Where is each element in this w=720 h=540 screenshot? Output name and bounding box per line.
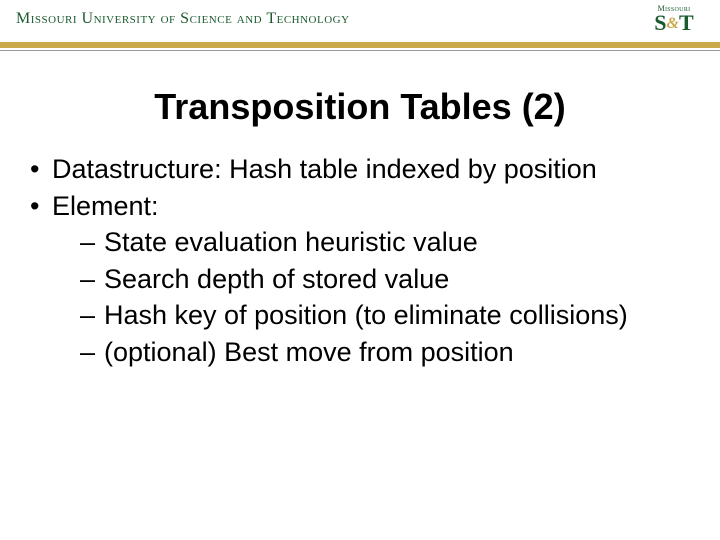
- bullet-item: Element: State evaluation heuristic valu…: [26, 189, 694, 370]
- sub-bullet-item: State evaluation heuristic value: [52, 225, 694, 260]
- logo-ampersand: &: [667, 17, 679, 31]
- sub-bullet-text: Hash key of position (to eliminate colli…: [104, 300, 628, 330]
- bullet-text: Element:: [52, 191, 159, 221]
- slide-title: Transposition Tables (2): [0, 86, 720, 128]
- university-logo: Missouri S&T: [642, 4, 706, 33]
- sub-bullet-list: State evaluation heuristic value Search …: [52, 225, 694, 369]
- sub-bullet-item: (optional) Best move from position: [52, 335, 694, 370]
- slide-body: Datastructure: Hash table indexed by pos…: [0, 152, 720, 369]
- university-name: Missouri University of Science and Techn…: [16, 10, 350, 28]
- sub-bullet-item: Hash key of position (to eliminate colli…: [52, 298, 694, 333]
- bullet-list: Datastructure: Hash table indexed by pos…: [26, 152, 694, 369]
- sub-bullet-text: State evaluation heuristic value: [104, 227, 478, 257]
- sub-bullet-text: Search depth of stored value: [104, 264, 449, 294]
- logo-letter-s: S: [654, 10, 666, 35]
- logo-main-text: S&T: [642, 13, 706, 33]
- header-thin-rule: [0, 50, 720, 51]
- slide-header: Missouri University of Science and Techn…: [0, 0, 720, 50]
- logo-letter-t: T: [679, 10, 694, 35]
- header-gold-rule: [0, 42, 720, 48]
- sub-bullet-text: (optional) Best move from position: [104, 337, 514, 367]
- sub-bullet-item: Search depth of stored value: [52, 262, 694, 297]
- bullet-text: Datastructure: Hash table indexed by pos…: [52, 154, 597, 184]
- bullet-item: Datastructure: Hash table indexed by pos…: [26, 152, 694, 187]
- logo-top-text: Missouri: [642, 4, 706, 13]
